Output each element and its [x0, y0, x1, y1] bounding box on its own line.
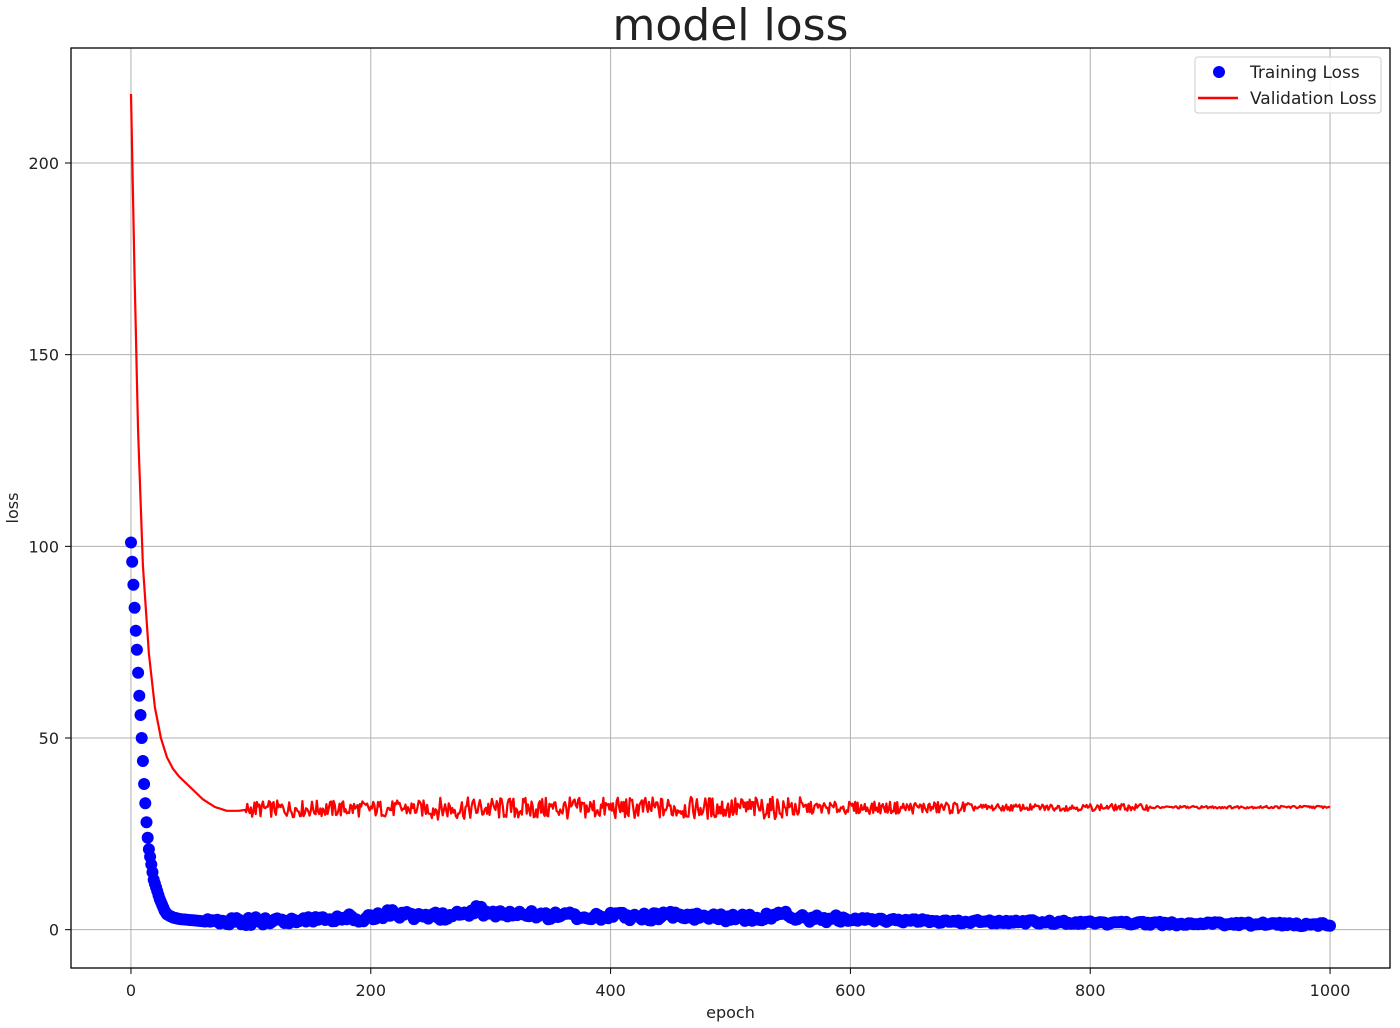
- training-loss-point: [1324, 919, 1336, 932]
- training-loss-point: [126, 555, 139, 568]
- training-loss-point: [140, 816, 153, 829]
- training-loss-point: [141, 831, 154, 844]
- training-loss-point: [127, 578, 140, 591]
- y-tick-label: 50: [39, 729, 59, 748]
- x-tick-label: 400: [595, 981, 626, 1000]
- training-loss-point: [129, 624, 142, 637]
- training-loss-point: [125, 536, 137, 549]
- validation-loss-series: [129, 93, 1331, 821]
- x-tick-label: 1000: [1310, 981, 1351, 1000]
- legend: Training Loss Validation Loss: [1194, 56, 1382, 114]
- y-tick-label: 0: [49, 921, 59, 940]
- grid: [71, 48, 1390, 968]
- y-tick-label: 150: [28, 346, 59, 365]
- legend-marker-training-loss: [1213, 66, 1225, 78]
- legend-label-validation-loss: Validation Loss: [1250, 89, 1377, 109]
- legend-box: [1194, 56, 1382, 114]
- chart-title: model loss: [613, 0, 849, 51]
- axis-ticks: 0 200 400 600 800 1000 0 50 100 150 200: [28, 154, 1350, 1000]
- training-loss-point: [128, 601, 141, 614]
- y-tick-label: 100: [28, 537, 59, 556]
- training-loss-point: [139, 797, 152, 810]
- y-axis-label: loss: [3, 493, 22, 524]
- legend-label-training-loss: Training Loss: [1249, 63, 1360, 83]
- training-loss-point: [138, 778, 151, 790]
- x-tick-label: 800: [1075, 981, 1106, 1000]
- training-loss-point: [134, 709, 147, 721]
- x-tick-label: 0: [126, 981, 136, 1000]
- training-loss-point: [132, 666, 145, 679]
- y-tick-label: 200: [28, 154, 59, 173]
- x-tick-label: 600: [835, 981, 866, 1000]
- plot-frame: [70, 47, 1391, 969]
- training-loss-point: [130, 643, 143, 656]
- training-loss-series: [125, 536, 1336, 933]
- validation-loss-line: [129, 93, 1331, 821]
- x-axis-label: epoch: [706, 1003, 755, 1022]
- x-tick-label: 200: [355, 981, 386, 1000]
- training-loss-point: [133, 689, 146, 702]
- training-loss-point: [135, 732, 148, 744]
- training-loss-point: [136, 755, 149, 767]
